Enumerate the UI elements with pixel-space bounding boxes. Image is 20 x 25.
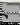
Text: FIG. 2A: FIG. 2A — [0, 13, 20, 25]
Text: FIG. 2B: FIG. 2B — [0, 24, 20, 25]
